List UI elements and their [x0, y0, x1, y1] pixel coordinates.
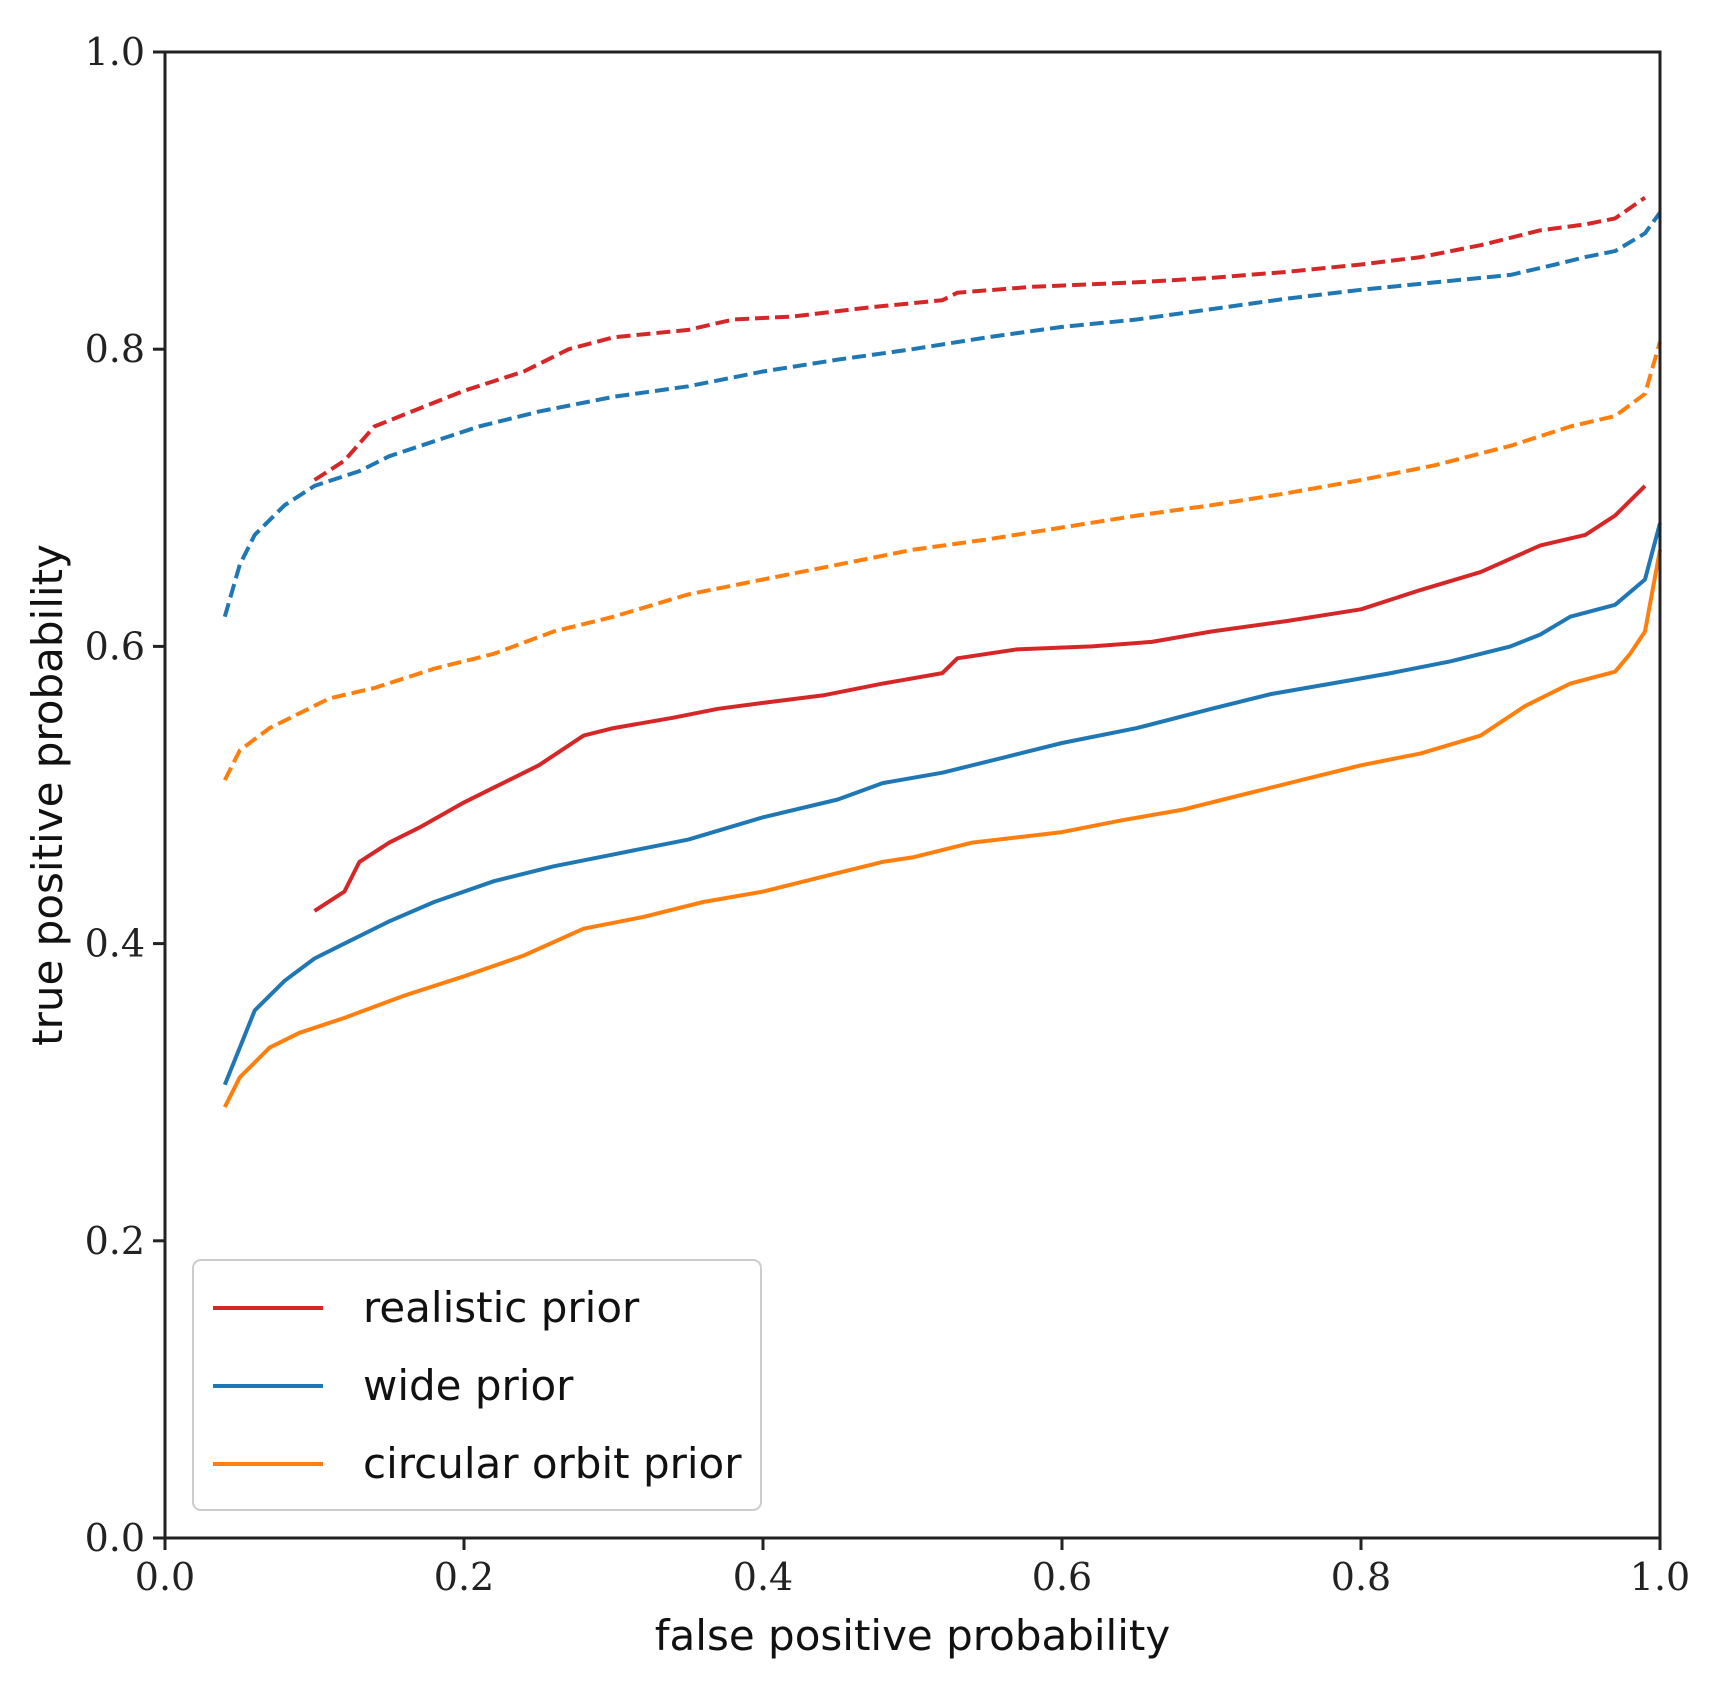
y-tick-label: 0.0: [85, 1516, 145, 1560]
x-tick-label: 0.0: [135, 1555, 195, 1599]
series-line-5: [223, 341, 1662, 782]
legend-box: [192, 1259, 762, 1511]
y-tick-label: 0.4: [85, 922, 145, 966]
x-axis-ticks: 0.0 0.2 0.4 0.6 0.8 1.0: [135, 1538, 1690, 1599]
series-line-2: [223, 549, 1662, 1108]
x-tick-label: 0.6: [1032, 1555, 1092, 1599]
series-line-0: [313, 484, 1647, 913]
x-axis-label: false positive probability: [655, 1611, 1170, 1660]
y-tick-label: 0.2: [85, 1219, 145, 1263]
x-tick-label: 1.0: [1630, 1555, 1690, 1599]
x-tick-label: 0.8: [1331, 1555, 1391, 1599]
y-axis-label: true positive probability: [23, 544, 72, 1046]
y-tick-label: 1.0: [85, 30, 145, 74]
y-axis-ticks: 0.0 0.2 0.4 0.6 0.8 1.0: [85, 30, 165, 1560]
y-tick-label: 0.6: [85, 624, 145, 668]
series-line-1: [222, 522, 1662, 1086]
series-layer: [222, 195, 1662, 1108]
y-tick-label: 0.8: [85, 327, 145, 371]
legend-label-realistic: realistic prior: [363, 1283, 640, 1332]
legend-label-wide: wide prior: [363, 1361, 574, 1410]
legend-label-circular: circular orbit prior: [363, 1439, 742, 1488]
plot-frame: [163, 50, 1662, 1540]
legend: realistic prior wide prior circular orbi…: [192, 1259, 762, 1511]
series-line-4: [222, 211, 1662, 618]
series-line-3: [313, 195, 1647, 482]
x-tick-label: 0.4: [733, 1555, 793, 1599]
x-tick-label: 0.2: [434, 1555, 494, 1599]
